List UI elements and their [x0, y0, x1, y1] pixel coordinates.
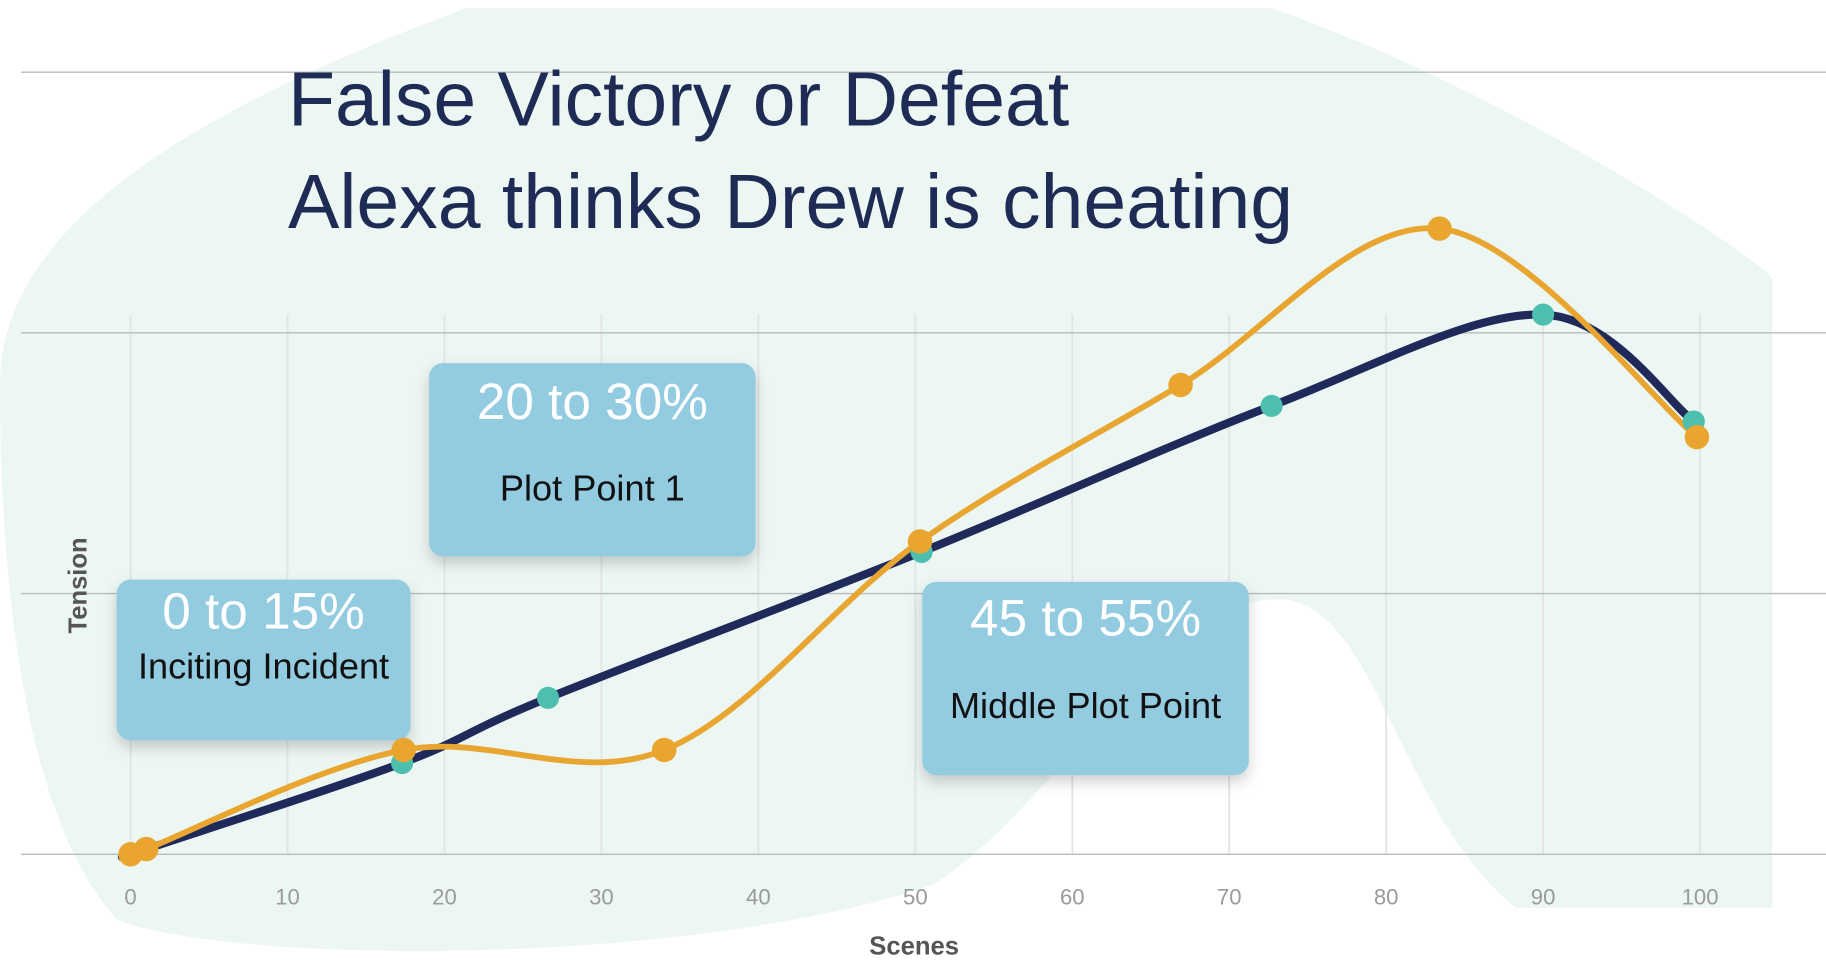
x-tick-label: 80 — [1374, 884, 1399, 909]
x-tick-label: 0 — [124, 884, 136, 909]
annotation-text: Inciting Incident — [138, 646, 389, 687]
x-axis-label: Scenes — [869, 932, 959, 960]
annotations: 20 to 30% Plot Point 1 0 to 15% Inciting In… — [116, 363, 1249, 776]
data-point — [1168, 372, 1193, 398]
annotation-title: 45 to 55% — [970, 590, 1201, 647]
data-point — [1532, 303, 1555, 326]
annotation-text: Plot Point 1 — [500, 467, 685, 508]
annotation-title: 20 to 30% — [477, 373, 708, 430]
x-tick-label: 10 — [275, 884, 300, 909]
annotation-box — [922, 581, 1249, 776]
x-tick-label: 40 — [746, 884, 771, 909]
data-point — [1684, 424, 1710, 450]
x-tick-label: 90 — [1531, 884, 1556, 909]
data-point — [651, 737, 677, 763]
x-tick-label: 50 — [903, 884, 928, 909]
data-point — [536, 686, 560, 709]
x-tick-label: 70 — [1217, 884, 1242, 909]
x-tick-label: 20 — [432, 884, 457, 909]
annotation-text: Middle Plot Point — [950, 685, 1221, 726]
lines — [117, 216, 1710, 867]
chart-title: False Victory or Defeat — [288, 57, 1069, 143]
chart-subtitle: Alexa thinks Drew is cheating — [288, 159, 1293, 245]
data-point — [1260, 394, 1283, 417]
annotation-box — [429, 363, 756, 557]
data-point — [907, 529, 933, 554]
background-shape — [0, 8, 1773, 951]
x-tick-label: 60 — [1060, 884, 1085, 909]
series-line — [117, 310, 1698, 862]
x-tick-label: 30 — [589, 884, 614, 909]
data-point — [391, 737, 416, 763]
data-point — [1427, 216, 1452, 241]
annotation-box — [116, 579, 411, 741]
data-point — [134, 836, 159, 862]
annotation-title: 0 to 15% — [162, 583, 365, 640]
x-tick-label: 100 — [1682, 884, 1719, 909]
y-axis-label: Tension — [64, 537, 92, 633]
